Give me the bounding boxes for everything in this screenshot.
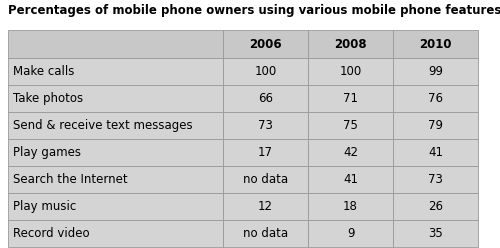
Text: 2010: 2010 bbox=[419, 37, 452, 51]
Text: 12: 12 bbox=[258, 200, 273, 213]
Text: 26: 26 bbox=[428, 200, 443, 213]
Bar bbox=[8, 220, 223, 247]
Bar bbox=[223, 85, 308, 112]
Text: no data: no data bbox=[243, 173, 288, 186]
Text: Send & receive text messages: Send & receive text messages bbox=[13, 119, 192, 132]
Bar bbox=[8, 58, 223, 85]
Bar bbox=[8, 139, 223, 166]
Bar bbox=[393, 30, 478, 58]
Text: Record video: Record video bbox=[13, 227, 90, 240]
Bar bbox=[8, 112, 223, 139]
Text: 100: 100 bbox=[254, 65, 276, 78]
Bar bbox=[308, 193, 393, 220]
Bar bbox=[308, 166, 393, 193]
Text: Make calls: Make calls bbox=[13, 65, 74, 78]
Text: 9: 9 bbox=[347, 227, 354, 240]
Text: 41: 41 bbox=[343, 173, 358, 186]
Text: 41: 41 bbox=[428, 146, 443, 159]
Bar bbox=[8, 166, 223, 193]
Bar bbox=[308, 85, 393, 112]
Text: 2008: 2008 bbox=[334, 37, 367, 51]
Text: 42: 42 bbox=[343, 146, 358, 159]
Text: 79: 79 bbox=[428, 119, 443, 132]
Bar bbox=[308, 139, 393, 166]
Text: Percentages of mobile phone owners using various mobile phone features: Percentages of mobile phone owners using… bbox=[8, 4, 500, 17]
Bar bbox=[308, 30, 393, 58]
Bar bbox=[393, 112, 478, 139]
Bar bbox=[393, 220, 478, 247]
Text: 73: 73 bbox=[428, 173, 443, 186]
Text: 71: 71 bbox=[343, 92, 358, 105]
Bar bbox=[393, 85, 478, 112]
Bar bbox=[393, 139, 478, 166]
Bar bbox=[223, 220, 308, 247]
Bar bbox=[223, 30, 308, 58]
Bar bbox=[8, 30, 223, 58]
Bar bbox=[393, 58, 478, 85]
Text: 18: 18 bbox=[343, 200, 358, 213]
Bar bbox=[8, 85, 223, 112]
Text: 35: 35 bbox=[428, 227, 443, 240]
Text: Search the Internet: Search the Internet bbox=[13, 173, 128, 186]
Text: 100: 100 bbox=[340, 65, 361, 78]
Text: 66: 66 bbox=[258, 92, 273, 105]
Bar bbox=[8, 193, 223, 220]
Text: Play music: Play music bbox=[13, 200, 76, 213]
Text: 99: 99 bbox=[428, 65, 443, 78]
Bar bbox=[308, 58, 393, 85]
Bar bbox=[393, 166, 478, 193]
Bar bbox=[223, 58, 308, 85]
Text: 73: 73 bbox=[258, 119, 273, 132]
Bar bbox=[308, 220, 393, 247]
Bar bbox=[223, 139, 308, 166]
Bar bbox=[223, 166, 308, 193]
Text: 2006: 2006 bbox=[249, 37, 282, 51]
Bar bbox=[223, 112, 308, 139]
Bar bbox=[223, 193, 308, 220]
Bar bbox=[308, 112, 393, 139]
Bar bbox=[393, 193, 478, 220]
Text: Play games: Play games bbox=[13, 146, 81, 159]
Text: 75: 75 bbox=[343, 119, 358, 132]
Text: 76: 76 bbox=[428, 92, 443, 105]
Text: Take photos: Take photos bbox=[13, 92, 83, 105]
Text: 17: 17 bbox=[258, 146, 273, 159]
Text: no data: no data bbox=[243, 227, 288, 240]
